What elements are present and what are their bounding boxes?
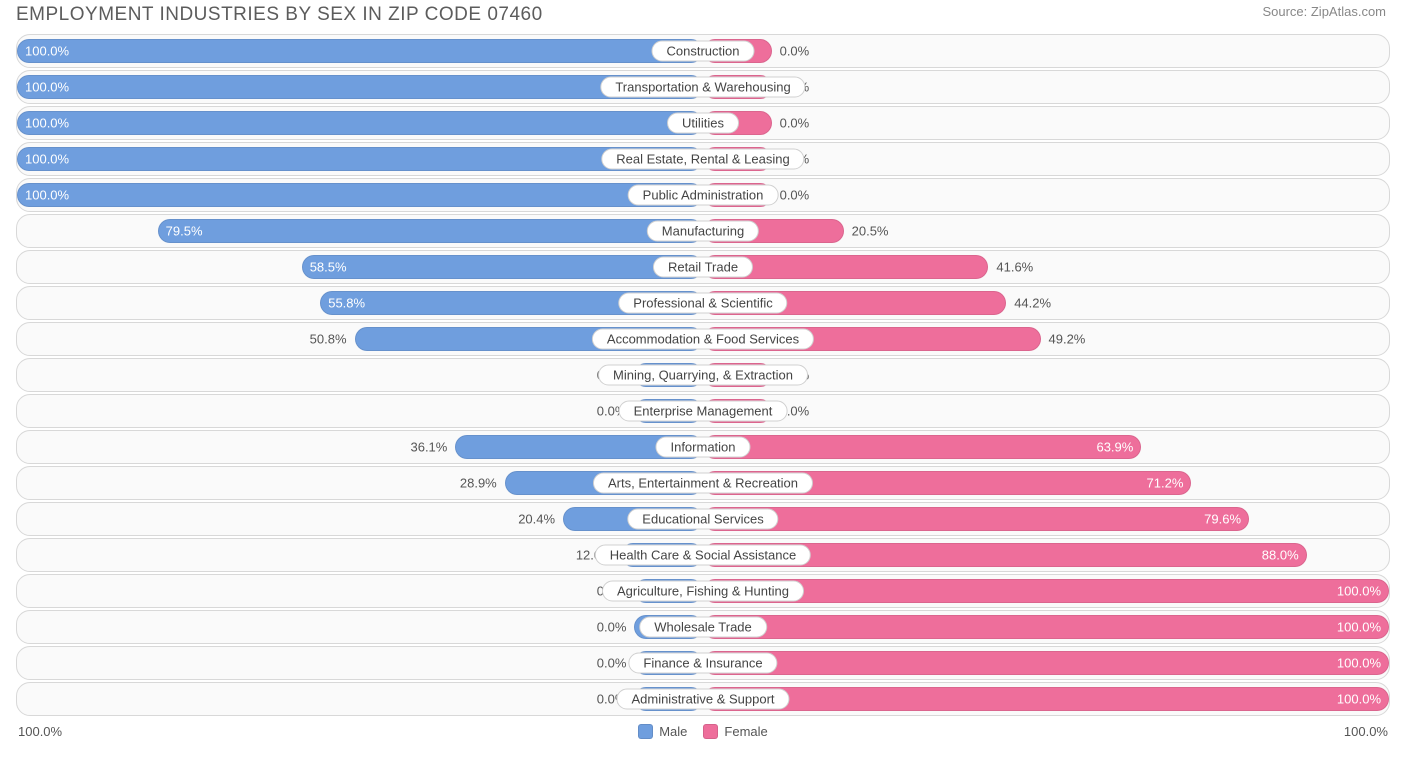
female-bar [703,615,1389,639]
male-value: 100.0% [25,188,69,203]
chart-body: 100.0%0.0%Construction100.0%0.0%Transpor… [0,34,1406,716]
axis-left-label: 100.0% [18,724,62,739]
male-value: 36.1% [410,440,447,455]
category-label: Professional & Scientific [618,293,787,314]
male-bar [17,111,703,135]
chart-title: EMPLOYMENT INDUSTRIES BY SEX IN ZIP CODE… [16,4,543,26]
male-value: 58.5% [310,260,347,275]
male-swatch-icon [638,724,653,739]
legend-female-label: Female [724,724,767,739]
chart-row: 100.0% 0.0% Construction [16,34,1390,68]
category-label: Educational Services [627,509,778,530]
female-value: 88.0% [1262,548,1299,563]
chart-row: 20.4% 79.6% Educational Services [16,502,1390,536]
legend-male: Male [638,724,687,739]
chart-row: 28.9% 71.2% Arts, Entertainment & Recreati… [16,466,1390,500]
male-value: 55.8% [328,296,365,311]
category-label: Real Estate, Rental & Leasing [601,149,804,170]
category-label: Retail Trade [653,257,753,278]
female-value: 100.0% [1337,584,1381,599]
category-label: Mining, Quarrying, & Extraction [598,365,808,386]
female-value: 71.2% [1147,476,1184,491]
chart-row: 0.0% 100.0% Wholesale Trade [16,610,1390,644]
female-value: 41.6% [996,260,1033,275]
category-label: Arts, Entertainment & Recreation [593,473,813,494]
chart-row: 100.0% 0.0%Public Administration [16,178,1390,212]
category-label: Information [655,437,750,458]
category-label: Health Care & Social Assistance [595,545,811,566]
chart-row: 58.5% 41.6% Retail Trade [16,250,1390,284]
female-value: 100.0% [1337,620,1381,635]
category-label: Construction [652,41,755,62]
female-value: 0.0% [780,44,810,59]
chart-row: 50.8% 49.2% Accommodation & Food Services [16,322,1390,356]
chart-row: 0.0%100.0%Administrative & Support [16,682,1390,716]
chart-row: 0.0%0.0%Enterprise Management [16,394,1390,428]
female-value: 0.0% [780,188,810,203]
male-value: 28.9% [460,476,497,491]
female-value: 0.0% [780,116,810,131]
male-value: 100.0% [25,80,69,95]
chart-row: 12.0%88.0%Health Care & Social Assistanc… [16,538,1390,572]
category-label: Enterprise Management [619,401,788,422]
category-label: Public Administration [628,185,779,206]
legend-male-label: Male [659,724,687,739]
male-value: 0.0% [597,656,627,671]
chart-row: 100.0%0.0%Transportation & Warehousing [16,70,1390,104]
category-label: Utilities [667,113,739,134]
female-value: 44.2% [1014,296,1051,311]
male-bar [17,183,703,207]
chart-source: Source: ZipAtlas.com [1262,4,1386,19]
female-bar [703,435,1141,459]
male-value: 50.8% [310,332,347,347]
chart-row: 36.1% 63.9% Information [16,430,1390,464]
female-value: 100.0% [1337,692,1381,707]
female-bar [703,507,1249,531]
chart-axis: 100.0% Male Female 100.0% [0,718,1406,739]
axis-right-label: 100.0% [1344,724,1388,739]
category-label: Manufacturing [647,221,759,242]
female-value: 20.5% [852,224,889,239]
category-label: Finance & Insurance [628,653,777,674]
female-swatch-icon [703,724,718,739]
female-value: 63.9% [1096,440,1133,455]
male-value: 100.0% [25,116,69,131]
category-label: Agriculture, Fishing & Hunting [602,581,804,602]
chart-row: 55.8% 44.2% Professional & Scientific [16,286,1390,320]
category-label: Accommodation & Food Services [592,329,814,350]
legend-female: Female [703,724,767,739]
female-value: 49.2% [1049,332,1086,347]
chart-row: 100.0% 0.0% Utilities [16,106,1390,140]
category-label: Wholesale Trade [639,617,767,638]
chart-row: 0.0%0.0%Mining, Quarrying, & Extraction [16,358,1390,392]
category-label: Administrative & Support [616,689,789,710]
male-value: 100.0% [25,44,69,59]
chart-row: 100.0%0.0%Real Estate, Rental & Leasing [16,142,1390,176]
female-value: 79.6% [1204,512,1241,527]
chart-header: EMPLOYMENT INDUSTRIES BY SEX IN ZIP CODE… [0,0,1406,34]
chart-legend: Male Female [638,724,768,739]
category-label: Transportation & Warehousing [600,77,805,98]
female-value: 100.0% [1337,656,1381,671]
male-bar [17,147,703,171]
male-value: 20.4% [518,512,555,527]
female-bar [703,579,1389,603]
male-value: 100.0% [25,152,69,167]
male-value: 79.5% [166,224,203,239]
chart-row: 79.5% 20.5% Manufacturing [16,214,1390,248]
chart-row: 0.0% 100.0% Finance & Insurance [16,646,1390,680]
female-bar [703,687,1389,711]
male-bar [17,39,703,63]
male-value: 0.0% [597,620,627,635]
female-bar [703,651,1389,675]
male-bar [302,255,703,279]
chart-row: 0.0%100.0%Agriculture, Fishing & Hunting [16,574,1390,608]
male-bar [158,219,703,243]
